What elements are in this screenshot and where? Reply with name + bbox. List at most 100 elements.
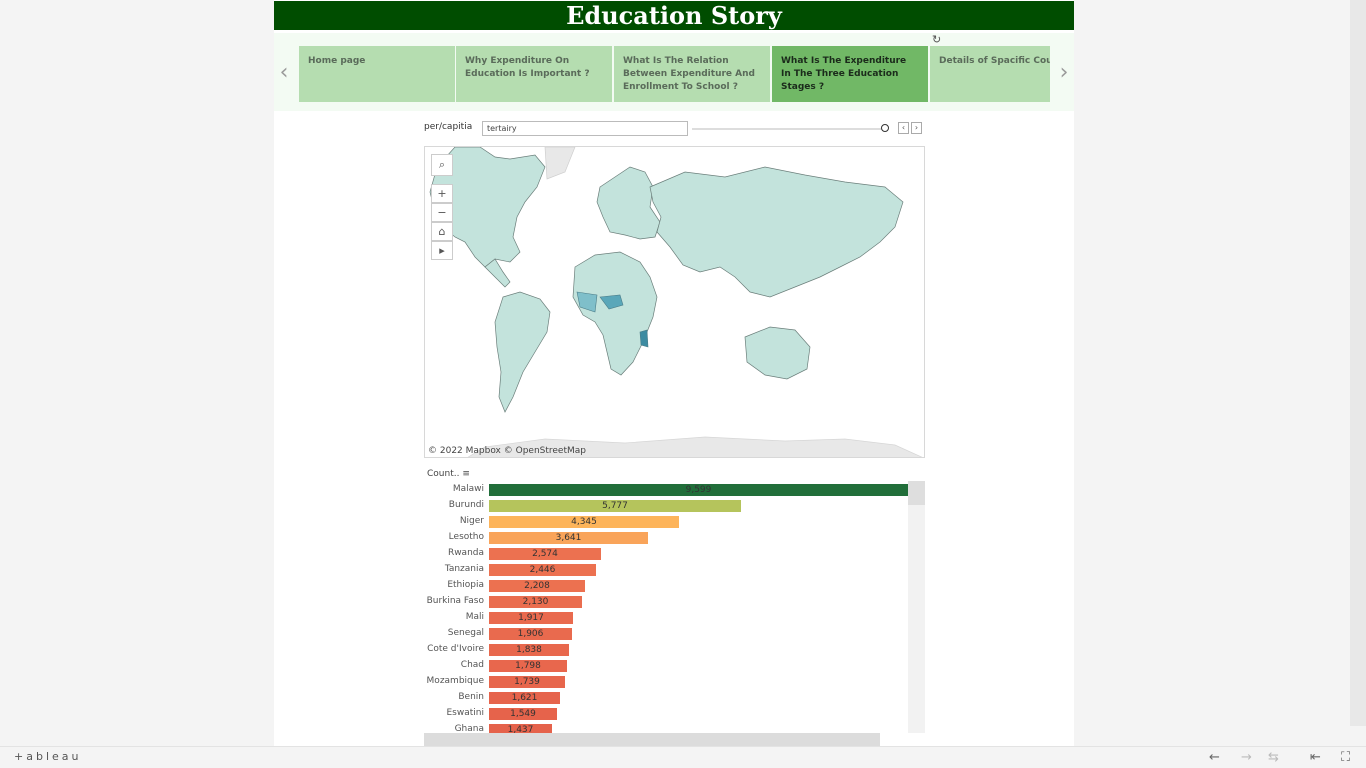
sort-icon[interactable]: ≡ — [462, 469, 470, 479]
europe-shape — [596, 166, 661, 240]
story-points: Home page Why Expenditure On Education Is… — [299, 46, 1050, 102]
bar-value-label: 1,739 — [514, 677, 540, 687]
bar-mark[interactable] — [489, 660, 567, 672]
zoom-in-icon[interactable]: + — [431, 184, 453, 203]
bar-mark[interactable] — [489, 500, 741, 512]
bar-value-label: 2,208 — [524, 581, 550, 591]
bar-mark[interactable] — [489, 676, 565, 688]
bar-value-label: 1,906 — [517, 629, 544, 639]
filter-slider-handle[interactable] — [881, 124, 889, 132]
bar-row[interactable]: Burkina Faso 2,130 — [424, 594, 908, 610]
bar-row[interactable]: Cote d'Ivoire 1,838 — [424, 642, 908, 658]
filter-previous-button[interactable]: ‹ — [898, 122, 909, 134]
story-navigator: ↻ ‹ Home page Why Expenditure On Educatio… — [274, 33, 1074, 111]
bar-category-label: Niger — [459, 516, 484, 526]
bar-row[interactable]: Mozambique 1,739 — [424, 674, 908, 690]
story-point-tab[interactable]: Home page — [299, 46, 455, 102]
bar-category-label: Cote d'Ivoire — [427, 644, 484, 654]
map-highlighted-countries — [576, 291, 649, 348]
malawi-highlight — [639, 329, 649, 348]
antarctica-shape — [467, 436, 923, 457]
mali-highlight — [576, 291, 598, 313]
bar-mark[interactable] — [489, 564, 596, 576]
bar-category-label: Ethiopia — [447, 580, 484, 590]
map-search-icon[interactable]: ⌕ — [431, 154, 453, 176]
filter-slider-track[interactable] — [692, 128, 884, 130]
story-point-tab[interactable]: Why Expenditure On Education Is Importan… — [456, 46, 612, 102]
filter-value-field[interactable]: tertairy — [482, 121, 688, 136]
story-point-tab[interactable]: Details of Spacific Country — [930, 46, 1050, 102]
bar-mark[interactable] — [489, 612, 573, 624]
africa-shape — [572, 251, 658, 376]
bar-row[interactable]: Rwanda 2,574 — [424, 546, 908, 562]
horizontal-scrollbar[interactable] — [424, 733, 880, 746]
story-point-tab[interactable]: What Is The Expenditure In The Three Edu… — [772, 46, 928, 102]
bar-value-label: 5,777 — [602, 501, 628, 511]
bar-row[interactable]: Ethiopia 2,208 — [424, 578, 908, 594]
zoom-out-icon[interactable]: − — [431, 203, 453, 222]
bar-category-label: Burkina Faso — [426, 596, 484, 606]
bar-category-label: Mozambique — [426, 676, 484, 686]
bar-category-label: Lesotho — [448, 532, 484, 542]
story-point-tab[interactable]: What Is The Relation Between Expenditure… — [614, 46, 770, 102]
page-scrollbar[interactable] — [1350, 0, 1366, 726]
bar-row[interactable]: Burundi 5,777 — [424, 498, 908, 514]
bar-row[interactable]: Senegal 1,906 — [424, 626, 908, 642]
bar-mark[interactable] — [489, 484, 908, 496]
bar-value-label: 4,345 — [571, 517, 597, 527]
refresh-icon[interactable]: ↻ — [932, 33, 942, 46]
bar-category-label: Benin — [458, 692, 484, 702]
bar-row[interactable]: Lesotho 3,641 — [424, 530, 908, 546]
niger-highlight — [599, 294, 624, 310]
bar-mark[interactable] — [489, 580, 585, 592]
bar-value-label: 1,838 — [516, 645, 542, 655]
world-map[interactable]: ⌕ + − ⌂ ▸ © 2022 Mapbox © OpenStreetMap — [424, 146, 925, 458]
bar-mark[interactable] — [489, 532, 648, 544]
bar-value-label: 2,130 — [522, 597, 549, 607]
bar-mark[interactable] — [489, 692, 560, 704]
bar-mark[interactable] — [489, 548, 601, 560]
bar-mark[interactable] — [489, 644, 569, 656]
bar-row[interactable]: Tanzania 2,446 — [424, 562, 908, 578]
bar-mark[interactable] — [489, 708, 557, 720]
bar-category-label: Ghana — [454, 724, 484, 734]
map-attribution: © 2022 Mapbox © OpenStreetMap — [428, 446, 586, 456]
filter-control: per/capitia tertairy ‹ › — [424, 121, 924, 137]
bar-row[interactable]: Mali 1,917 — [424, 610, 908, 626]
filter-next-button[interactable]: › — [911, 122, 922, 134]
bar-row[interactable]: Malawi 9,599 — [424, 482, 908, 498]
bar-row[interactable]: Eswatini 1,549 — [424, 706, 908, 722]
bar-category-label: Mali — [465, 612, 484, 622]
redo-icon[interactable]: → — [1241, 750, 1252, 765]
bar-chart-header[interactable]: Count.. ≡ — [427, 469, 470, 479]
bar-mark[interactable] — [489, 628, 572, 640]
bar-row[interactable]: Benin 1,621 — [424, 690, 908, 706]
dashboard-page: Education Story ↻ ‹ Home page Why Expendi… — [274, 0, 1074, 746]
previous-story-point-button[interactable]: ‹ — [279, 60, 289, 85]
undo-icon[interactable]: ← — [1209, 750, 1220, 765]
next-story-point-button[interactable]: › — [1059, 60, 1069, 85]
south-america-shape — [494, 291, 551, 413]
bar-category-label: Malawi — [452, 484, 484, 494]
asia-shape — [649, 166, 904, 298]
home-icon[interactable]: ⌂ — [431, 222, 453, 241]
vertical-scrollbar[interactable] — [908, 481, 925, 733]
bar-row[interactable]: Niger 4,345 — [424, 514, 908, 530]
central-america-shape — [484, 258, 511, 288]
map-land — [429, 147, 923, 457]
vertical-scrollbar-thumb[interactable] — [908, 481, 925, 505]
bar-category-label: Rwanda — [447, 548, 484, 558]
expand-toolbar-icon[interactable]: ▸ — [431, 241, 453, 260]
greenland-shape — [544, 147, 576, 180]
bar-category-label: Tanzania — [444, 564, 484, 574]
revert-all-icon[interactable]: ⇤ — [1310, 750, 1321, 765]
tableau-logo[interactable]: +ableau — [14, 750, 82, 763]
fullscreen-icon[interactable]: ⛶ — [1341, 750, 1351, 765]
map-toolbar: ⌕ + − ⌂ ▸ — [431, 154, 453, 260]
bar-row[interactable]: Chad 1,798 — [424, 658, 908, 674]
bar-mark[interactable] — [489, 596, 582, 608]
revert-icon[interactable]: ⇆ — [1268, 750, 1279, 765]
australia-shape — [744, 326, 811, 380]
bar-value-label: 2,574 — [532, 549, 558, 559]
bar-mark[interactable] — [489, 516, 679, 528]
